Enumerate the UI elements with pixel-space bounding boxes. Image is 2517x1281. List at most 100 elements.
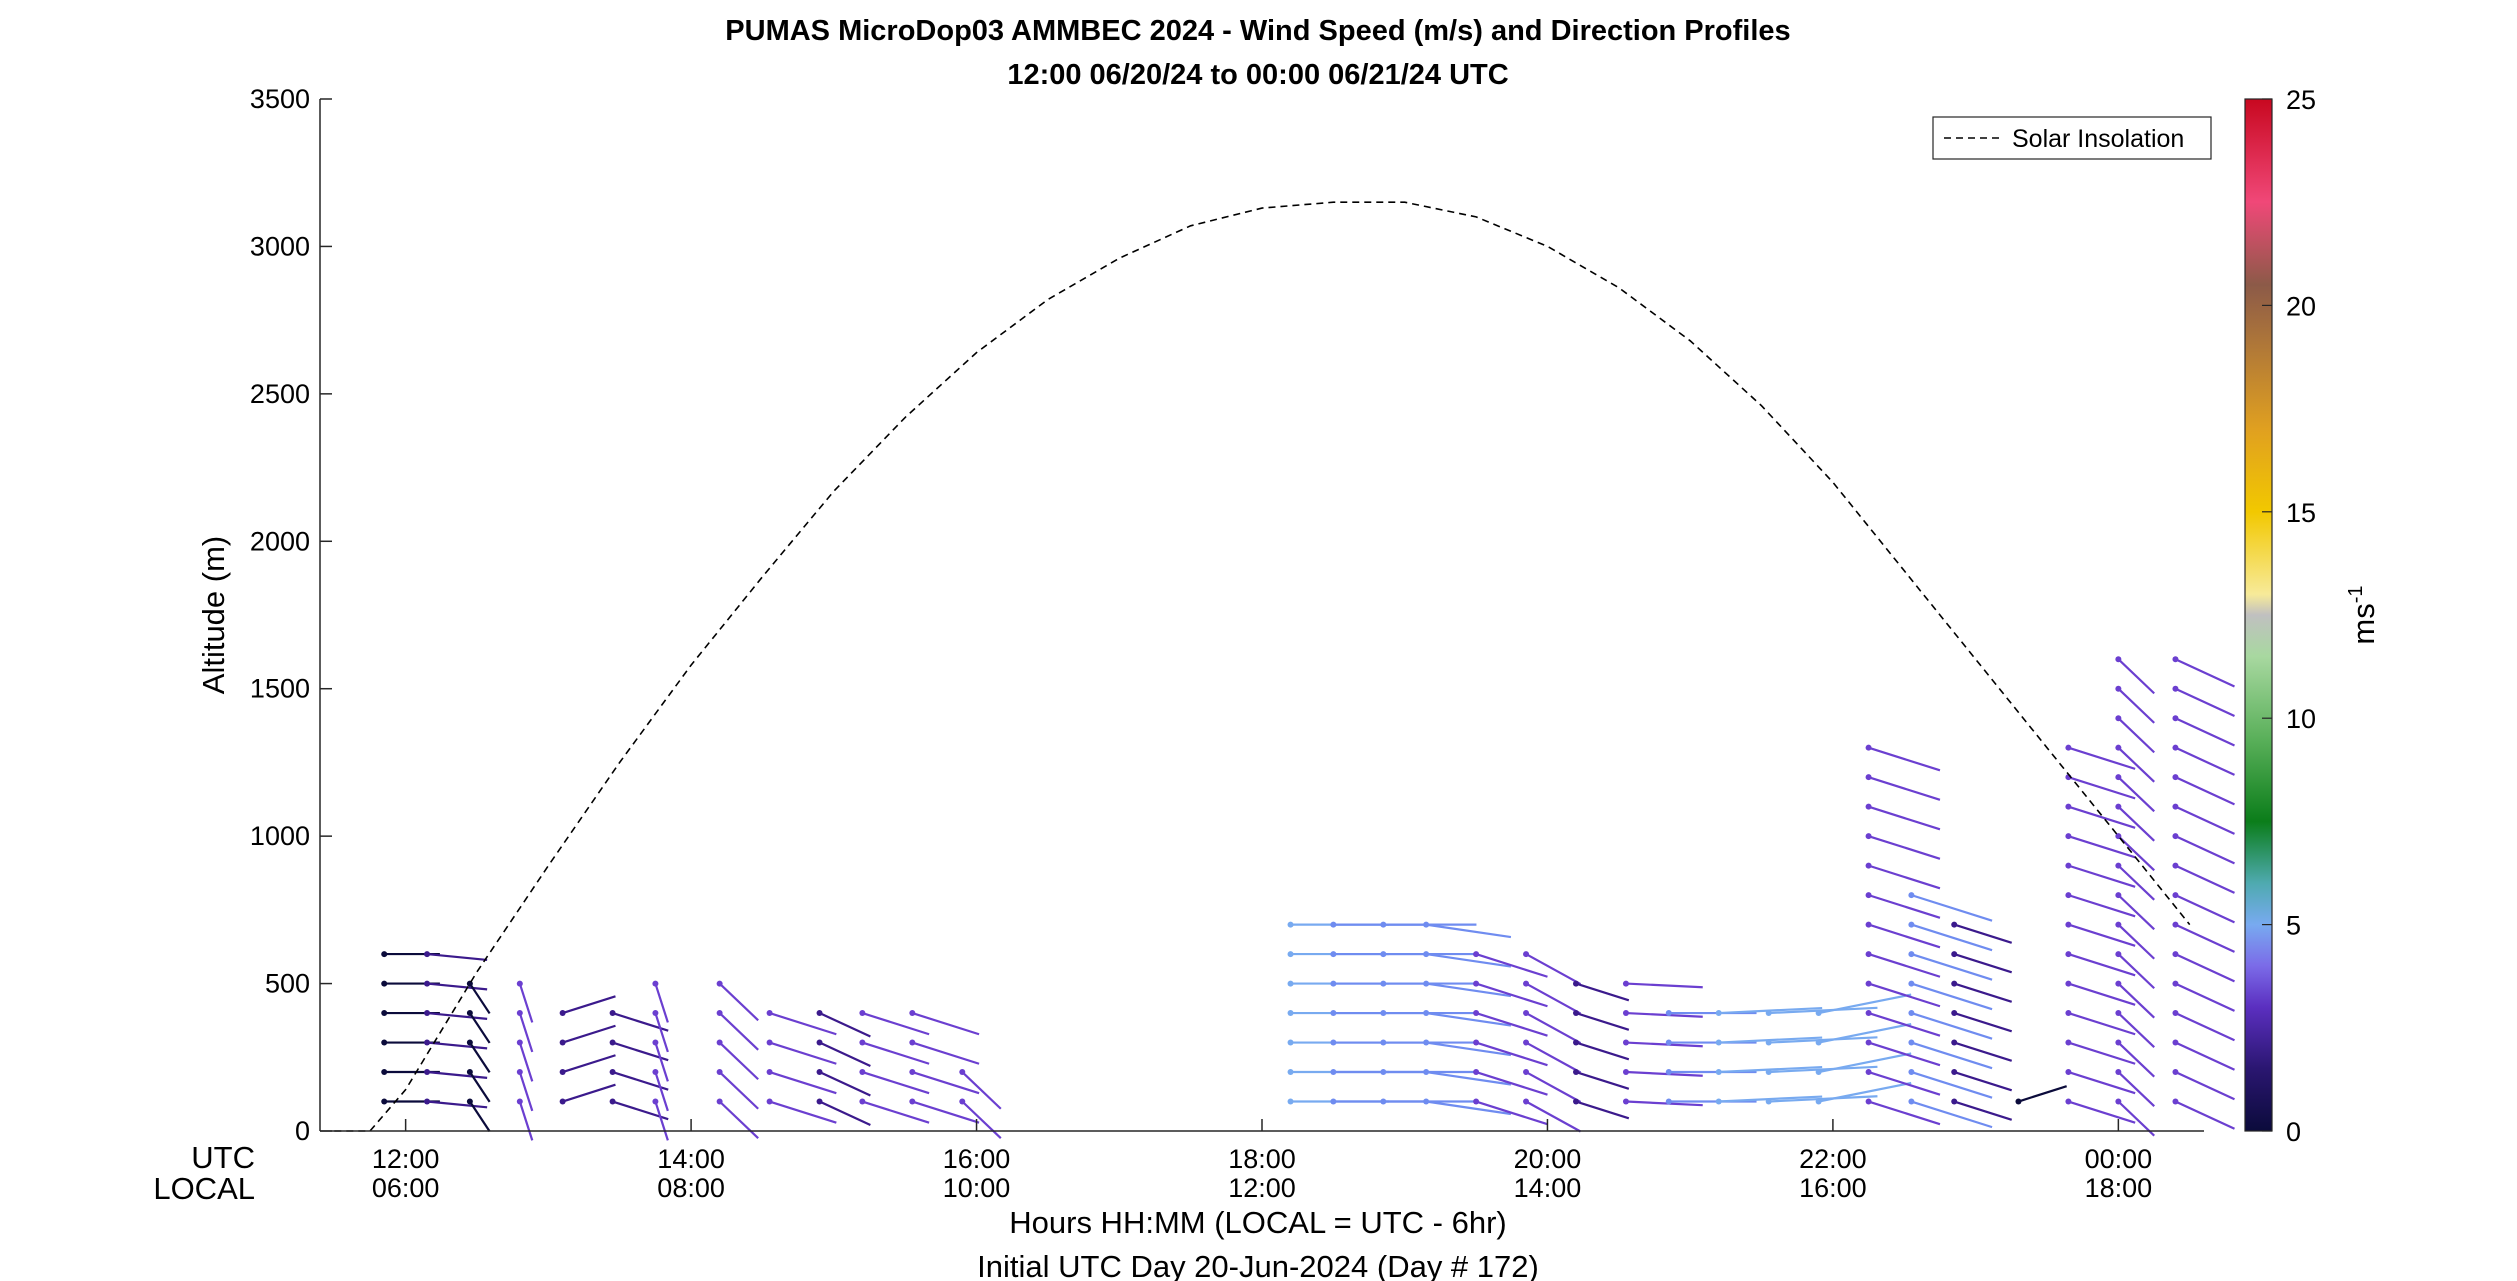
wind-barb xyxy=(426,952,488,962)
wind-barb xyxy=(518,1042,534,1082)
wind-barb xyxy=(1953,1070,2013,1092)
wind-barb-dot xyxy=(1523,980,1530,987)
wind-barb-dot xyxy=(1865,1098,1872,1105)
wind-barb-dot xyxy=(2172,744,2179,751)
wind-barb xyxy=(518,1012,534,1053)
wind-barb-dot xyxy=(1865,980,1872,987)
wind-barb-dot xyxy=(1865,1010,1872,1017)
wind-barb-dot xyxy=(2065,833,2072,840)
wind-barb-dot xyxy=(1423,1010,1430,1017)
wind-barb-dot xyxy=(1523,1010,1530,1017)
wind-barb-dot xyxy=(766,1010,773,1017)
colorbar-label-superscript: -1 xyxy=(2345,585,2367,603)
wind-barb-dot xyxy=(2172,921,2179,928)
wind-barb-dot xyxy=(816,1010,823,1017)
wind-barb-dot xyxy=(1908,1069,1915,1076)
wind-barb xyxy=(1425,1011,1512,1027)
wind-barb-dot xyxy=(466,1010,473,1017)
wind-barb xyxy=(1868,923,1941,949)
wind-barb xyxy=(426,982,488,991)
wind-barb-dot xyxy=(559,1098,566,1105)
wind-barb xyxy=(1475,1100,1548,1126)
wind-barb-dot xyxy=(716,1098,723,1105)
wind-barb xyxy=(1953,1100,2013,1121)
wind-barb-dot xyxy=(652,1039,659,1046)
y-tick-label: 2000 xyxy=(250,526,310,556)
x-tick-label-utc: 00:00 xyxy=(2085,1144,2153,1174)
wind-barb-dot xyxy=(1908,921,1915,928)
wind-barb-dot xyxy=(1765,1098,1772,1105)
colorbar-tick-label: 20 xyxy=(2286,291,2316,321)
wind-barb-dot xyxy=(1765,1010,1772,1017)
wind-barb-dot xyxy=(2065,1010,2072,1017)
x-ticks: 12:0006:0014:0008:0016:0010:0018:0012:00… xyxy=(372,1119,2152,1203)
wind-barb xyxy=(562,995,616,1015)
wind-barb-dot xyxy=(2172,715,2179,722)
wind-barb-dot xyxy=(1715,1069,1722,1076)
wind-barb xyxy=(1868,835,1941,860)
wind-barb-dot xyxy=(1865,1039,1872,1046)
x-tick-label-local: 12:00 xyxy=(1228,1173,1296,1203)
wind-barb xyxy=(654,1101,669,1141)
wind-barb xyxy=(1575,1012,1630,1031)
wind-barb-dot xyxy=(2115,803,2122,810)
wind-barb-dot xyxy=(424,1039,431,1046)
wind-barb xyxy=(2018,1085,2067,1103)
x-tick-label-local: 08:00 xyxy=(657,1173,725,1203)
wind-barb xyxy=(2068,1070,2136,1095)
y-tick-label: 2500 xyxy=(250,379,310,409)
wind-barb-dot xyxy=(1865,803,1872,810)
wind-barb-dot xyxy=(1473,1039,1480,1046)
wind-barb-dot xyxy=(766,1098,773,1105)
wind-barb-dot xyxy=(1951,980,1958,987)
wind-barb-dot xyxy=(424,951,431,958)
wind-barb xyxy=(1625,1041,1703,1048)
wind-barb xyxy=(1768,1006,1878,1015)
wind-barb-dot xyxy=(424,1010,431,1017)
wind-barb-dot xyxy=(1287,1069,1294,1076)
wind-barb xyxy=(2174,776,2235,806)
y-ticks: 0 500 1000 1500 2000 2500 3000 3500 xyxy=(250,84,332,1146)
wind-barb xyxy=(2174,1100,2235,1130)
wind-barb-dot xyxy=(1765,1069,1772,1076)
wind-barb xyxy=(2174,658,2235,688)
wind-barb xyxy=(562,1054,616,1074)
wind-barb xyxy=(1868,1041,1941,1067)
wind-barb-dot xyxy=(609,1069,616,1076)
local-row-label: LOCAL xyxy=(153,1171,255,1206)
wind-barb-dot xyxy=(2015,1098,2022,1105)
wind-barb-dot xyxy=(516,1010,523,1017)
wind-barb-dot xyxy=(1287,1010,1294,1017)
wind-barb xyxy=(1868,894,1941,919)
colorbar: 0 5 10 15 20 25 ms-1 xyxy=(2244,85,2381,1147)
wind-barb xyxy=(819,1100,871,1126)
wind-barb-dot xyxy=(1523,1039,1530,1046)
wind-barb-dot xyxy=(1715,1010,1722,1017)
wind-barb xyxy=(718,1071,759,1110)
wind-barb-dot xyxy=(609,1098,616,1105)
wind-barb-dot xyxy=(1423,1098,1430,1105)
wind-barb xyxy=(612,1041,669,1062)
wind-barb-dot xyxy=(1908,892,1915,899)
x-tick-label-utc: 18:00 xyxy=(1228,1144,1296,1174)
wind-barb xyxy=(2117,1012,2155,1049)
x-tick-label-local: 14:00 xyxy=(1514,1173,1582,1203)
wind-barb xyxy=(654,1071,669,1112)
wind-barb-dot xyxy=(959,1098,966,1105)
wind-barb-dot xyxy=(1951,951,1958,958)
wind-barb xyxy=(2068,1012,2136,1036)
wind-barb xyxy=(654,1042,669,1082)
wind-barb xyxy=(1911,1070,1993,1099)
wind-barb xyxy=(562,1083,616,1103)
wind-barb xyxy=(1953,923,2013,944)
wind-barb xyxy=(819,1041,871,1068)
wind-barb xyxy=(2117,687,2155,724)
wind-barb xyxy=(2068,953,2136,977)
wind-barb-dot xyxy=(2172,656,2179,663)
wind-barb-dot xyxy=(652,1098,659,1105)
wind-barb-dot xyxy=(2115,980,2122,987)
wind-barb xyxy=(1818,1081,1912,1103)
chart-title: PUMAS MicroDop03 AMMBEC 2024 - Wind Spee… xyxy=(725,15,1790,47)
wind-barb xyxy=(1525,982,1582,1015)
wind-barb xyxy=(1425,1070,1512,1086)
